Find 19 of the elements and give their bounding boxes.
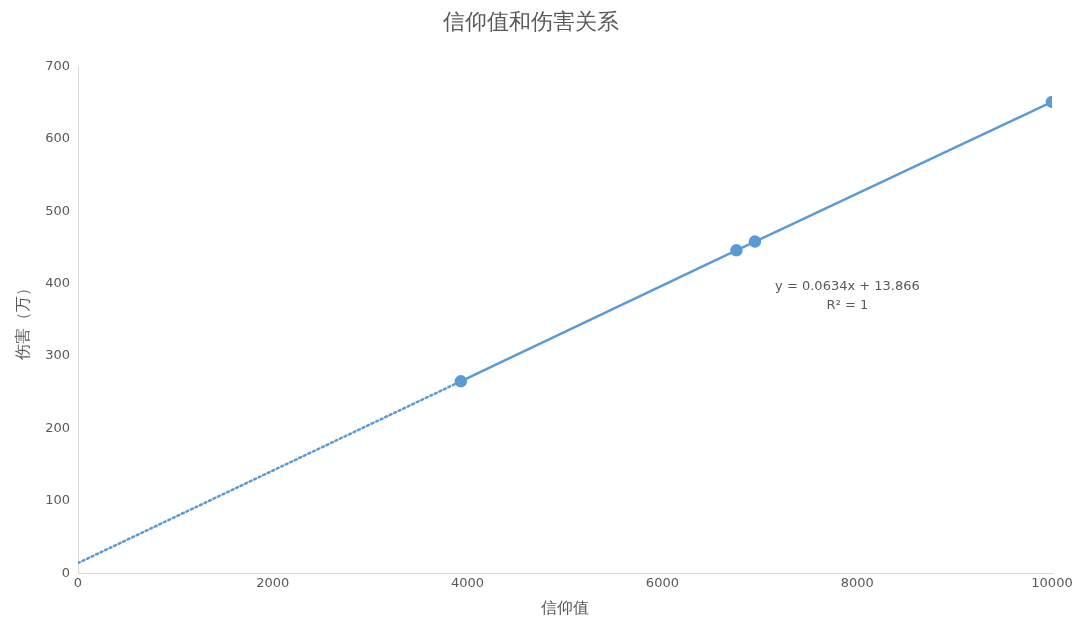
y-tick-label: 0 (61, 564, 71, 580)
x-tick-label: 10000 (1031, 575, 1073, 591)
x-tick-label: 2000 (256, 575, 290, 591)
annotation: y = 0.0634x + 13.866 (775, 277, 920, 293)
x-axis-title: 信仰值 (541, 597, 590, 617)
x-tick-label: 4000 (451, 575, 485, 591)
y-tick-label: 300 (45, 347, 71, 363)
y-tick-label: 600 (45, 130, 71, 146)
y-tick-label: 100 (45, 492, 71, 508)
x-tick-label: 8000 (840, 575, 874, 591)
annotation: R² = 1 (826, 296, 869, 312)
y-tick-label: 700 (45, 57, 71, 73)
y-tick-label: 200 (45, 419, 71, 435)
y-tick-label: 400 (45, 274, 71, 290)
x-tick-label: 6000 (645, 575, 679, 591)
y-tick-label: 500 (45, 202, 71, 218)
chart-title: 信仰值和伤害关系 (443, 8, 619, 34)
y-axis-title: 伤害（万） (12, 279, 32, 360)
x-tick-label: 0 (73, 575, 83, 591)
